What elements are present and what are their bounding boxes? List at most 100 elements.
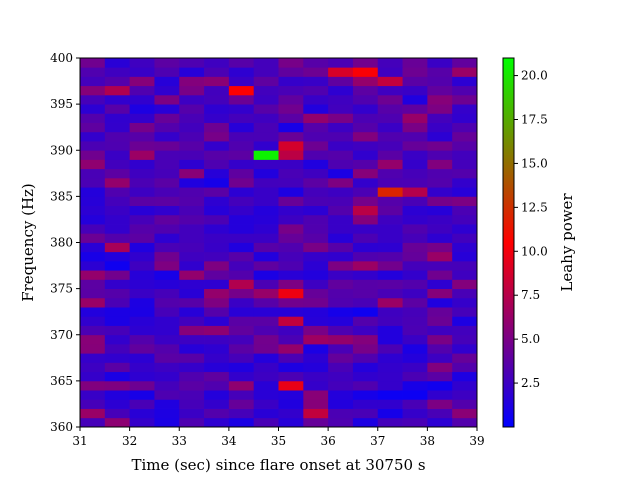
- heatmap-cell: [452, 113, 478, 123]
- colorbar-label: Leahy power: [558, 193, 576, 292]
- heatmap-cell: [129, 325, 155, 336]
- heatmap-cell: [129, 113, 155, 123]
- heatmap-cell: [427, 131, 453, 142]
- heatmap-cell: [278, 187, 304, 197]
- heatmap-cell: [352, 279, 379, 290]
- heatmap-cell: [427, 334, 453, 345]
- heatmap-cell: [303, 85, 329, 96]
- heatmap-cell: [278, 316, 304, 326]
- heatmap-cell: [328, 279, 354, 290]
- y-tick-label: 370: [50, 328, 73, 342]
- heatmap-cell: [80, 131, 106, 142]
- heatmap-cell: [179, 399, 205, 409]
- x-tick-label: 35: [271, 434, 286, 448]
- heatmap-cell: [328, 214, 354, 225]
- heatmap-cell: [204, 187, 230, 197]
- heatmap-cell: [427, 150, 453, 160]
- heatmap-cell: [228, 131, 255, 142]
- x-tick-label: 38: [420, 434, 435, 448]
- heatmap-cell: [352, 408, 379, 419]
- heatmap-cell: [377, 177, 403, 188]
- heatmap-cell: [154, 297, 180, 308]
- heatmap-cell: [80, 224, 106, 234]
- heatmap-cell: [80, 325, 106, 336]
- heatmap-cell: [228, 325, 255, 336]
- heatmap-cell: [278, 307, 304, 317]
- heatmap-cell: [129, 104, 155, 114]
- heatmap-cell: [303, 325, 329, 336]
- heatmap-cell: [129, 307, 155, 317]
- heatmap-cell: [204, 353, 230, 363]
- heatmap-cell: [253, 150, 279, 160]
- heatmap-cell: [179, 58, 205, 68]
- heatmap-cell: [129, 224, 155, 234]
- heatmap-cell: [377, 113, 403, 123]
- heatmap-cell: [179, 187, 205, 197]
- heatmap-cell: [179, 270, 205, 280]
- heatmap-cell: [328, 380, 354, 391]
- heatmap-cell: [278, 196, 304, 206]
- heatmap-cell: [204, 417, 230, 428]
- heatmap-cell: [80, 168, 106, 179]
- heatmap-cell: [129, 58, 155, 68]
- heatmap-cell: [80, 399, 106, 409]
- heatmap-cell: [278, 260, 304, 271]
- heatmap-cell: [204, 307, 230, 317]
- heatmap-cell: [204, 224, 230, 234]
- heatmap-cell: [278, 242, 304, 253]
- heatmap-cell: [452, 270, 478, 280]
- heatmap-cell: [452, 371, 478, 382]
- heatmap-cell: [377, 334, 403, 345]
- heatmap-cell: [154, 362, 180, 373]
- heatmap-cell: [253, 113, 279, 123]
- heatmap-cell: [204, 334, 230, 345]
- heatmap-cell: [427, 224, 453, 234]
- heatmap-cell: [303, 279, 329, 290]
- heatmap-cell: [427, 380, 453, 391]
- heatmap-cell: [228, 168, 255, 179]
- heatmap-cell: [129, 251, 155, 262]
- heatmap-cell: [427, 196, 453, 206]
- heatmap-cell: [303, 205, 329, 216]
- heatmap-cell: [204, 316, 230, 326]
- heatmap-cell: [104, 150, 131, 160]
- heatmap-cell: [452, 390, 478, 400]
- heatmap-cell: [204, 380, 230, 391]
- heatmap-cell: [377, 325, 403, 336]
- y-axis-label: Frequency (Hz): [19, 183, 37, 302]
- heatmap-cell: [278, 325, 304, 336]
- heatmap-cell: [427, 205, 453, 216]
- heatmap-cell: [80, 316, 106, 326]
- colorbar-tick-label: 10.0: [521, 244, 548, 258]
- heatmap-cell: [204, 205, 230, 216]
- heatmap-cell: [427, 399, 453, 409]
- heatmap-cell: [204, 168, 230, 179]
- heatmap-cell: [204, 177, 230, 188]
- heatmap-cell: [104, 334, 131, 345]
- heatmap-cell: [204, 159, 230, 170]
- heatmap-cell: [452, 288, 478, 299]
- heatmap-cell: [179, 371, 205, 382]
- heatmap-cell: [352, 380, 379, 391]
- heatmap-cell: [452, 408, 478, 419]
- heatmap-cell: [402, 187, 428, 197]
- heatmap-cell: [179, 362, 205, 373]
- heatmap-cell: [228, 251, 255, 262]
- heatmap-cell: [402, 279, 428, 290]
- heatmap-cell: [104, 399, 131, 409]
- heatmap-cell: [154, 279, 180, 290]
- y-tick-label: 395: [50, 97, 73, 111]
- heatmap-cell: [278, 288, 304, 299]
- heatmap-cell: [104, 270, 131, 280]
- heatmap-cell: [104, 408, 131, 419]
- heatmap-cell: [352, 168, 379, 179]
- heatmap-cell: [129, 353, 155, 363]
- x-tick-label: 31: [72, 434, 87, 448]
- heatmap-cell: [278, 122, 304, 133]
- heatmap-cell: [204, 288, 230, 299]
- heatmap-cell: [303, 371, 329, 382]
- heatmap-cell: [352, 196, 379, 206]
- heatmap-cell: [452, 334, 478, 345]
- heatmap-cell: [278, 399, 304, 409]
- heatmap-cell: [303, 408, 329, 419]
